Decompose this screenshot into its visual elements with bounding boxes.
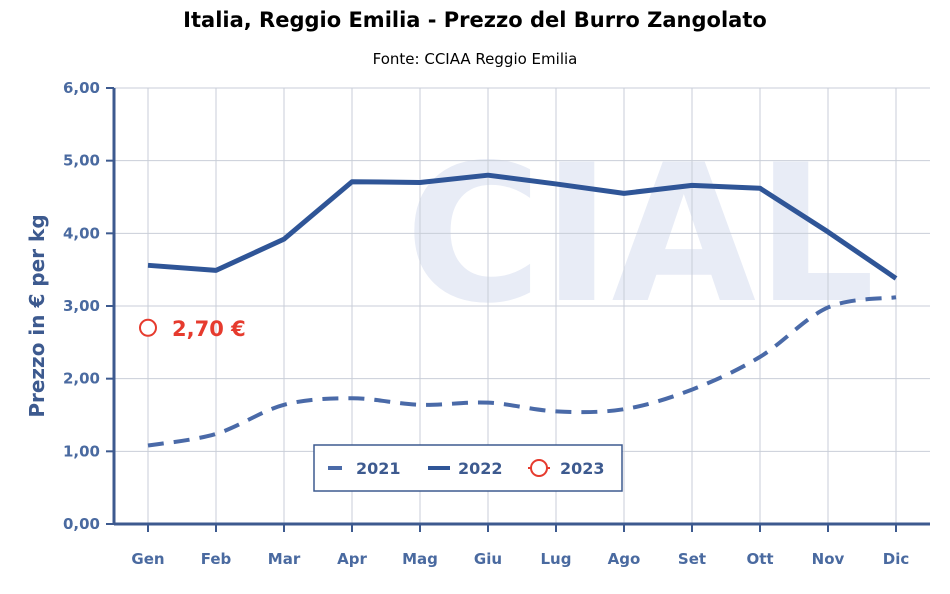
tick-labels: 0,00 1,00 2,00 3,00 4,00 5,00 6,00 Gen Feb Mar Apr… [63,79,909,568]
x-tick-label: Mar [268,550,301,568]
series-2021-line [147,295,897,448]
x-tick-label: Giu [474,550,502,568]
cial-watermark: CIAL [405,124,875,345]
y-tick-label: 6,00 [63,79,100,97]
y-tick-label: 2,00 [63,370,100,388]
legend-label-2023: 2023 [560,459,605,478]
x-tick-label: Gen [131,550,164,568]
y-tick-label: 5,00 [63,152,100,170]
chart-subtitle: Fonte: CCIAA Reggio Emilia [372,50,578,68]
x-tick-label: Apr [337,550,367,568]
x-tick-label: Set [678,550,706,568]
y-tick-label: 1,00 [63,442,100,460]
y-tick-label: 3,00 [63,297,100,315]
x-tick-label: Feb [201,550,232,568]
legend-box [313,444,623,492]
legend-swatch-2023 [530,459,548,477]
series-lines [139,172,898,448]
chart-title: Italia, Reggio Emilia - Prezzo del Burro… [183,8,767,32]
x-tick-label: Ago [608,550,641,568]
data-label-2023: 2,70 € [172,317,246,341]
x-tick-label: Nov [812,550,845,568]
x-tick-label: Mag [402,550,438,568]
series-2022-line [147,172,898,281]
x-tick-label: Dic [883,550,909,568]
y-tick-label: 4,00 [63,224,100,242]
legend-label-2022: 2022 [458,459,503,478]
x-tick-label: Lug [541,550,572,568]
legend: 2021 2022 2023 [313,444,623,492]
x-tick-label: Ott [746,550,773,568]
series-2023-point [139,318,157,337]
y-tick-label: 0,00 [63,515,100,533]
y-axis-label: Prezzo in € per kg [25,214,49,417]
legend-label-2021: 2021 [356,459,401,478]
axes [106,87,930,532]
